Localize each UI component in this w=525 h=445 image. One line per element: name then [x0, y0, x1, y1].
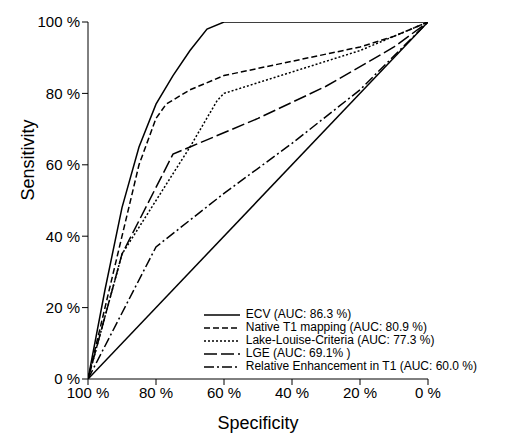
- svg-text:60 %: 60 %: [207, 384, 241, 401]
- svg-text:60 %: 60 %: [46, 156, 80, 173]
- svg-text:100 %: 100 %: [37, 13, 80, 30]
- html-text:Lake-Louise-Criteria (AUC: 77.: Lake-Louise-Criteria (AUC: 77.3 %): [245, 333, 435, 347]
- html-text:ECV (AUC: 86.3 %): ECV (AUC: 86.3 %): [245, 307, 352, 321]
- svg-text:Specificity: Specificity: [217, 413, 298, 433]
- html-text:Native T1 mapping (AUC: 80.9 %: Native T1 mapping (AUC: 80.9 %): [245, 320, 427, 334]
- html-text:Relative Enhancement in T1 (AU: Relative Enhancement in T1 (AUC: 60.0 %): [245, 359, 477, 373]
- svg-text:80 %: 80 %: [139, 384, 173, 401]
- svg-text:20 %: 20 %: [46, 299, 80, 316]
- svg-text:0 %: 0 %: [415, 384, 441, 401]
- svg-text:100 %: 100 %: [66, 383, 110, 401]
- svg-text:80 %: 80 %: [46, 85, 80, 102]
- svg-text:Sensitivity: Sensitivity: [18, 119, 38, 200]
- svg-text:20 %: 20 %: [343, 384, 377, 401]
- html-text:LGE (AUC: 69.1% ): LGE (AUC: 69.1% ): [245, 346, 351, 360]
- svg-text:0 %: 0 %: [54, 370, 80, 387]
- svg-text:40 %: 40 %: [275, 384, 309, 401]
- svg-text:40 %: 40 %: [46, 228, 80, 245]
